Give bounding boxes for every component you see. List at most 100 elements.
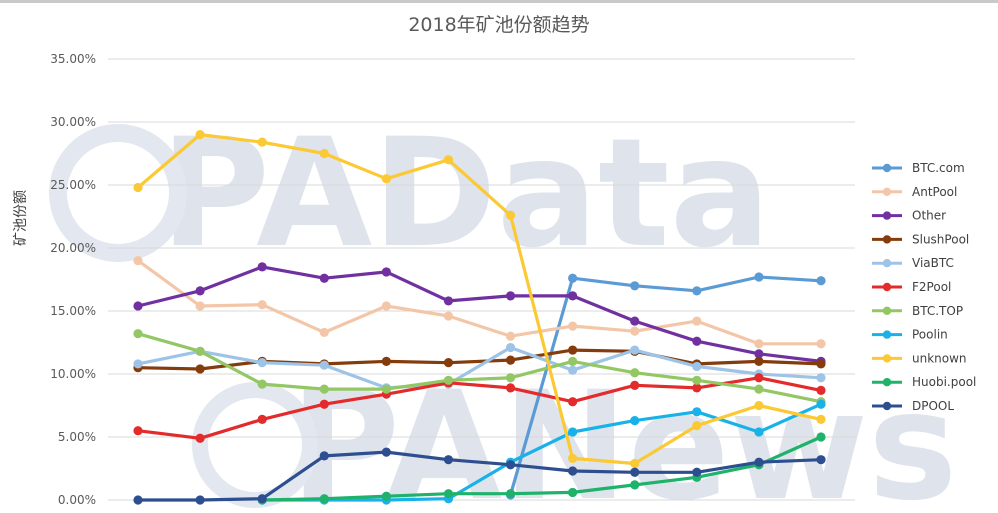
plot-area bbox=[133, 130, 826, 505]
y-tick-label: 15.00% bbox=[50, 304, 96, 318]
legend-marker bbox=[882, 354, 892, 363]
data-point bbox=[692, 316, 702, 326]
data-point bbox=[319, 494, 329, 504]
legend-item: AntPool bbox=[872, 185, 957, 199]
data-point bbox=[692, 286, 702, 296]
data-point bbox=[816, 373, 826, 383]
data-point bbox=[319, 399, 329, 409]
legend-marker bbox=[882, 211, 892, 220]
legend-item: Huobi.pool bbox=[872, 375, 976, 389]
y-axis-ticks: 0.00% 5.00% 10.00% 15.00% 20.00% 25.00% 30.00%… bbox=[50, 52, 96, 507]
data-point bbox=[257, 414, 267, 424]
data-point bbox=[568, 365, 578, 375]
data-point bbox=[505, 210, 516, 220]
data-point bbox=[630, 416, 640, 426]
legend-label: BTC.TOP bbox=[912, 304, 963, 318]
legend-label: unknown bbox=[912, 351, 967, 365]
data-point bbox=[630, 326, 640, 336]
data-point bbox=[257, 379, 267, 389]
legend-label: F2Pool bbox=[912, 280, 951, 294]
data-point bbox=[692, 375, 702, 385]
y-tick-label: 0.00% bbox=[58, 493, 96, 507]
data-point bbox=[505, 373, 516, 383]
legend-item: ViaBTC bbox=[872, 256, 954, 270]
watermark-text-1: PAData bbox=[160, 107, 771, 281]
y-tick-label: 20.00% bbox=[50, 241, 96, 255]
data-point bbox=[443, 296, 454, 306]
legend-marker bbox=[882, 378, 892, 387]
data-point bbox=[816, 385, 826, 395]
legend-marker bbox=[882, 235, 892, 244]
data-point bbox=[568, 466, 578, 476]
data-point bbox=[443, 455, 454, 465]
legend-label: SlushPool bbox=[912, 232, 969, 246]
series-line bbox=[136, 332, 823, 404]
data-point bbox=[319, 384, 329, 394]
data-point bbox=[816, 399, 826, 409]
data-point bbox=[381, 491, 391, 501]
series-dpool bbox=[133, 447, 826, 505]
data-point bbox=[257, 494, 267, 504]
data-point bbox=[195, 301, 205, 311]
gridlines bbox=[108, 58, 855, 501]
data-point bbox=[630, 345, 640, 355]
data-point bbox=[319, 451, 329, 461]
legend-marker bbox=[882, 259, 892, 268]
data-point bbox=[505, 383, 516, 393]
data-point bbox=[568, 356, 578, 366]
data-point bbox=[319, 327, 329, 338]
legend-item: BTC.TOP bbox=[872, 304, 963, 318]
data-point bbox=[816, 414, 826, 424]
data-point bbox=[630, 467, 640, 477]
data-point bbox=[754, 373, 764, 383]
data-point bbox=[505, 489, 516, 499]
legend-marker bbox=[882, 330, 892, 339]
series-line bbox=[136, 376, 823, 440]
series-viabtc bbox=[133, 342, 826, 393]
data-point bbox=[754, 356, 764, 366]
data-point bbox=[754, 272, 764, 282]
data-point bbox=[319, 273, 329, 283]
data-point bbox=[195, 346, 205, 356]
data-point bbox=[568, 453, 578, 464]
data-point bbox=[692, 467, 702, 477]
legend-marker bbox=[882, 187, 892, 196]
legend: BTC.com AntPool Other SlushPool ViaBTC F2Pool… bbox=[872, 161, 976, 413]
data-point bbox=[443, 489, 454, 499]
data-point bbox=[816, 432, 826, 442]
data-point bbox=[505, 460, 516, 470]
y-tick-label: 25.00% bbox=[50, 178, 96, 192]
data-point bbox=[133, 182, 143, 193]
series-line bbox=[136, 345, 823, 390]
data-point bbox=[257, 300, 267, 310]
data-point bbox=[133, 256, 143, 266]
y-tick-label: 10.00% bbox=[50, 367, 96, 381]
data-point bbox=[381, 447, 391, 457]
data-point bbox=[195, 364, 205, 374]
data-point bbox=[568, 321, 578, 331]
series-line bbox=[260, 402, 823, 502]
legend-item: BTC.com bbox=[872, 161, 965, 175]
data-point bbox=[257, 262, 267, 272]
legend-item: Other bbox=[872, 209, 946, 223]
legend-item: Poolin bbox=[872, 328, 948, 342]
legend-marker bbox=[882, 163, 892, 173]
chart-title: 2018年矿池份额趋势 bbox=[408, 14, 590, 36]
series-line bbox=[136, 450, 823, 502]
legend-label: Huobi.pool bbox=[912, 375, 976, 389]
legend-label: BTC.com bbox=[912, 161, 965, 175]
data-point bbox=[630, 316, 640, 326]
data-point bbox=[133, 301, 143, 311]
data-point bbox=[568, 291, 578, 301]
series-btc-top bbox=[133, 329, 826, 407]
data-point bbox=[381, 384, 391, 394]
data-point bbox=[133, 359, 143, 369]
data-point bbox=[257, 358, 267, 368]
series-antpool bbox=[133, 256, 826, 349]
legend-marker bbox=[882, 401, 892, 411]
data-point bbox=[133, 495, 143, 505]
data-point bbox=[505, 331, 516, 341]
data-point bbox=[568, 345, 578, 355]
